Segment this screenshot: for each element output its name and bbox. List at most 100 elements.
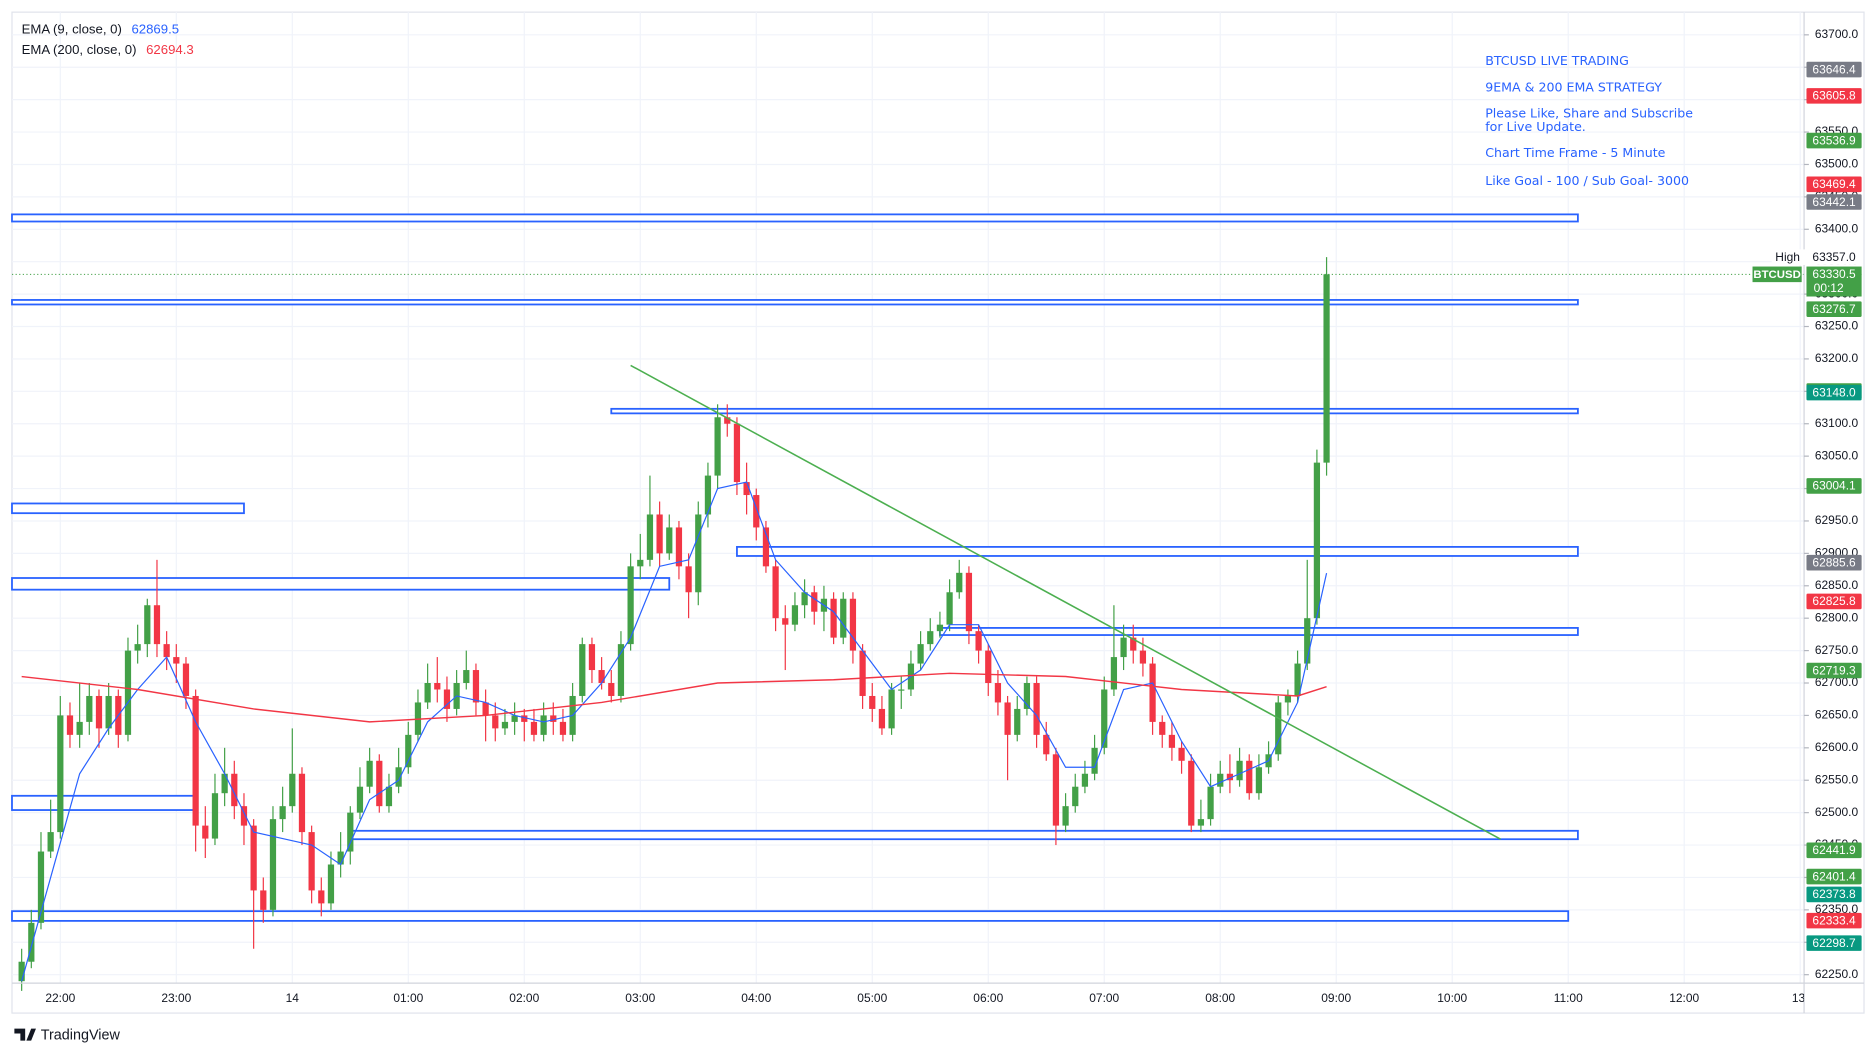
x-tick-label: 01:00 — [393, 991, 423, 1005]
candle-body — [144, 605, 151, 645]
candle-body — [695, 514, 702, 593]
candle-body — [463, 670, 470, 684]
zones — [11, 213, 1579, 922]
candle-body — [1255, 767, 1263, 794]
x-tick-label: 02:00 — [509, 991, 539, 1005]
brand: TradingView — [41, 1028, 121, 1044]
y-tick-label: 62700.0 — [1815, 675, 1859, 689]
x-tick-label: 10:00 — [1437, 991, 1467, 1005]
candle-body — [337, 851, 344, 865]
candle-body — [714, 417, 721, 476]
candle-body — [1275, 702, 1282, 755]
legend-value: 62869.5 — [131, 22, 179, 37]
candle-body — [86, 695, 93, 722]
last-price: 63330.5 — [1812, 267, 1856, 281]
price-label-bg — [1806, 868, 1862, 885]
candle-body — [76, 721, 83, 735]
high-value: 63357.0 — [1812, 250, 1856, 264]
ema-line — [21, 481, 1328, 982]
candle-body — [173, 657, 180, 664]
x-tick-label: 13: — [1792, 991, 1809, 1005]
annotation-box: Please Like, Share and Subscribe for Liv… — [1485, 108, 1693, 134]
legend-name: EMA (9, close, 0) — [22, 22, 122, 37]
candle-body — [772, 566, 779, 619]
candle-body — [1052, 754, 1060, 826]
candle-body — [95, 695, 103, 729]
candle-body — [1207, 786, 1214, 820]
price-label: 62298.7 — [1812, 936, 1856, 950]
zone — [11, 910, 1570, 922]
candle-body — [260, 890, 267, 910]
x-tick-label: 05:00 — [857, 991, 887, 1005]
candle-body — [366, 760, 373, 787]
zone — [11, 794, 197, 811]
candle-body — [482, 702, 489, 716]
candle-body — [66, 715, 74, 735]
x-tick-label: 06:00 — [973, 991, 1003, 1005]
price-label-bg — [1806, 301, 1862, 317]
candle-body — [1168, 734, 1176, 748]
candle-body — [1226, 773, 1234, 781]
price-label: 62333.4 — [1812, 913, 1856, 927]
ema-line — [21, 672, 1327, 723]
candle-body — [424, 683, 431, 703]
zone — [736, 545, 1579, 557]
candle-body — [1323, 274, 1330, 463]
candle-body — [830, 598, 837, 638]
price-label-bg — [1806, 662, 1862, 679]
candle-body — [685, 566, 692, 593]
candle-body — [530, 721, 538, 735]
x-tick-label: 12:00 — [1669, 991, 1699, 1005]
candle-body — [724, 417, 731, 424]
candle-body — [250, 825, 257, 891]
zone — [11, 213, 1579, 223]
candle-body — [1062, 806, 1069, 826]
candle-body — [211, 793, 219, 839]
candle-body — [28, 922, 35, 962]
candle-body — [733, 423, 741, 483]
candle-body — [1217, 773, 1224, 787]
candle-body — [927, 631, 934, 645]
candle-body — [1304, 618, 1311, 664]
x-tick-label: 07:00 — [1089, 991, 1119, 1005]
candle-body — [37, 851, 45, 923]
y-tick-label: 62600.0 — [1815, 740, 1859, 754]
candle-body — [617, 644, 625, 696]
candle-body — [994, 683, 1002, 703]
high-name: High — [1775, 250, 1800, 264]
candle-body — [105, 695, 112, 729]
candle-body — [985, 650, 992, 684]
candle-body — [385, 786, 393, 807]
annotation-box: Chart Time Frame - 5 Minute — [1485, 148, 1665, 161]
x-tick-label: 22:00 — [45, 991, 75, 1005]
y-tick-label: 63100.0 — [1815, 416, 1859, 430]
candle-body — [18, 961, 25, 982]
price-label-bg — [1806, 554, 1862, 571]
candle-body — [811, 592, 818, 612]
zone — [349, 829, 1579, 841]
candle-body — [47, 832, 54, 852]
candle-body — [704, 475, 712, 515]
price-label-bg — [1806, 384, 1862, 401]
price-label: 62373.8 — [1812, 887, 1856, 901]
candle-body — [202, 825, 209, 839]
candle-body — [1149, 663, 1156, 722]
x-tick-label: 08:00 — [1205, 991, 1235, 1005]
zone — [11, 577, 671, 591]
price-label: 62719.3 — [1812, 663, 1856, 677]
y-tick-label: 63200.0 — [1815, 351, 1859, 365]
candle-body — [1043, 734, 1050, 755]
candle-body — [134, 644, 141, 651]
price-label-bg — [1806, 61, 1862, 78]
candle-body — [579, 644, 586, 696]
candle-body — [356, 786, 364, 813]
candle-body — [434, 683, 441, 690]
y-tick-label: 63400.0 — [1815, 221, 1859, 235]
candle-body — [1023, 683, 1031, 709]
candle-body — [240, 806, 248, 826]
candle-body — [646, 514, 654, 560]
candle-body — [192, 695, 199, 826]
candle-body — [540, 715, 547, 735]
zone — [11, 299, 1579, 306]
price-label-bg — [1806, 935, 1862, 951]
